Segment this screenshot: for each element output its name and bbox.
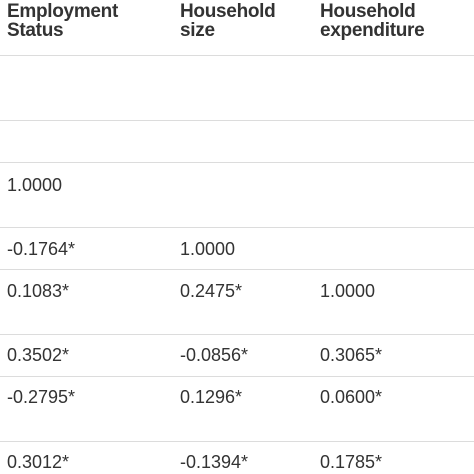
row-divider: [0, 55, 474, 56]
row-divider: [0, 334, 474, 335]
table-cell: 1.0000: [320, 281, 376, 301]
header-household-expenditure: Household expenditure: [320, 1, 425, 41]
row-divider: [0, 162, 474, 163]
table-cell: -0.2795*: [7, 387, 76, 407]
table-cell: 1.0000: [180, 239, 236, 259]
table-cell: 1.0000: [7, 175, 63, 195]
table-cell: 0.3502*: [7, 345, 70, 365]
row-divider: [0, 441, 474, 442]
table-cell: 0.0600*: [320, 387, 383, 407]
table-cell: -0.1394*: [180, 452, 249, 472]
row-divider: [0, 227, 474, 228]
header-household-size: Household size: [180, 1, 276, 41]
header-employment-status: Employment Status: [7, 1, 119, 41]
table-cell: 0.1296*: [180, 387, 243, 407]
table-cell: 0.3012*: [7, 452, 70, 472]
row-divider: [0, 120, 474, 121]
row-divider: [0, 376, 474, 377]
row-divider: [0, 269, 474, 270]
table-cell: 0.1785*: [320, 452, 383, 472]
table-cell: 0.2475*: [180, 281, 243, 301]
table-cell: -0.0856*: [180, 345, 249, 365]
table-cell: 0.1083*: [7, 281, 70, 301]
table-cell: -0.1764*: [7, 239, 76, 259]
table-cell: 0.3065*: [320, 345, 383, 365]
